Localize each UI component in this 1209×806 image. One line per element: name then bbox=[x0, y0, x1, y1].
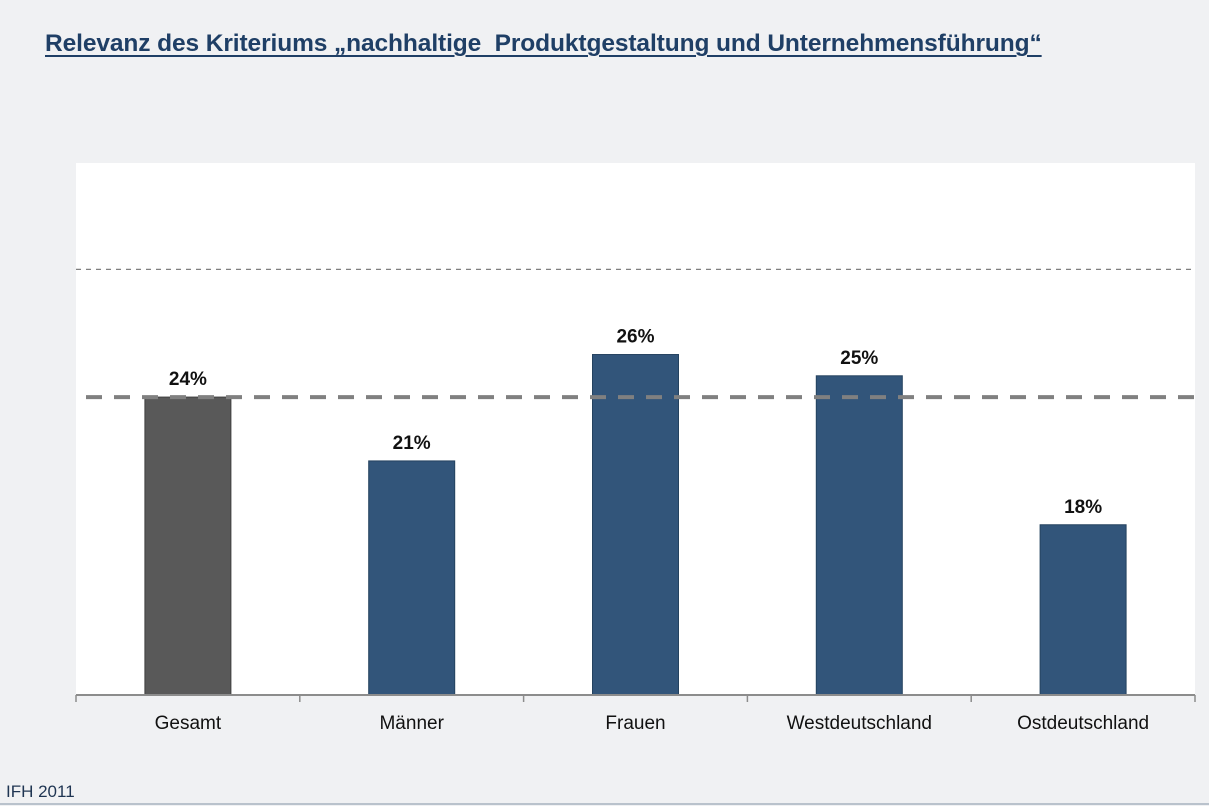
data-label: 25% bbox=[840, 348, 878, 369]
bottom-divider bbox=[0, 803, 1209, 805]
x-tick-label: Frauen bbox=[605, 713, 665, 734]
x-tick-label: Ostdeutschland bbox=[1017, 713, 1149, 734]
x-axis bbox=[75, 694, 1196, 702]
bar-frauen bbox=[592, 354, 679, 696]
data-label: 18% bbox=[1064, 497, 1102, 518]
x-tick-label: Gesamt bbox=[155, 713, 222, 734]
bar-mnner bbox=[368, 460, 456, 696]
x-tick-label: Männer bbox=[379, 713, 444, 734]
bar-gesamt bbox=[144, 396, 232, 696]
chart-title: Relevanz des Kriteriums „nachhaltige Pro… bbox=[45, 30, 1042, 57]
bars bbox=[144, 354, 1127, 696]
x-tick-label: Westdeutschland bbox=[787, 713, 932, 734]
labels: 24% Gesamt 21% Männer 26% Frauen 25% Westdeutsc… bbox=[155, 327, 1149, 734]
bar-westdeutschland bbox=[815, 375, 903, 696]
data-label: 21% bbox=[393, 433, 431, 454]
data-label: 26% bbox=[616, 327, 654, 348]
bar-ostdeutschland bbox=[1039, 524, 1127, 696]
data-label: 24% bbox=[169, 369, 207, 390]
source-footer: IFH 2011 bbox=[6, 782, 75, 801]
